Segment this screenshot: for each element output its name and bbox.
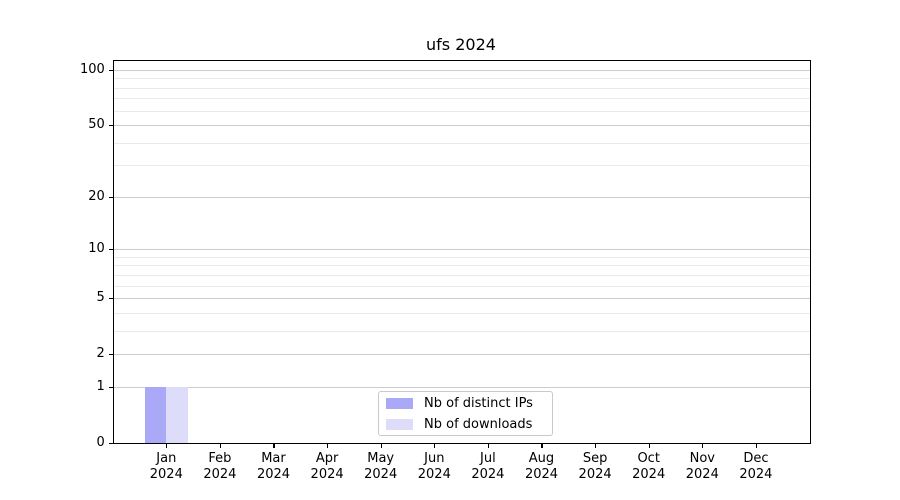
x-tick-month: Dec bbox=[743, 450, 769, 466]
x-tick-label: Dec 2024 bbox=[724, 451, 788, 483]
legend-label: Nb of distinct IPs bbox=[424, 395, 533, 411]
x-tick-month: Jan bbox=[156, 450, 177, 466]
minor-gridline bbox=[113, 165, 810, 167]
x-tick-year: 2024 bbox=[149, 466, 183, 482]
y-tick-mark bbox=[108, 248, 114, 251]
chart-title: ufs 2024 bbox=[426, 35, 496, 54]
minor-gridline bbox=[113, 285, 810, 287]
y-tick-mark bbox=[108, 196, 114, 198]
x-tick-label: Jan 2024 bbox=[134, 451, 198, 483]
x-tick-label: Sep 2024 bbox=[563, 451, 627, 483]
x-tick-label: Jun 2024 bbox=[402, 451, 466, 483]
minor-gridline bbox=[113, 110, 810, 112]
y-tick-label: 2 bbox=[96, 346, 105, 361]
x-tick-label: Jul 2024 bbox=[456, 451, 520, 483]
x-tick-year: 2024 bbox=[685, 466, 719, 482]
legend-swatch bbox=[386, 397, 413, 409]
x-tick-year: 2024 bbox=[256, 466, 291, 482]
major-gridline bbox=[113, 248, 810, 250]
y-tick-mark bbox=[108, 442, 114, 444]
y-tick-label: 0 bbox=[96, 434, 105, 450]
x-tick-mark bbox=[166, 442, 168, 448]
minor-gridline bbox=[113, 87, 810, 89]
x-tick-mark bbox=[380, 442, 382, 448]
plot-area: 100 50 20 10 5 2 1 0 Jan 2024 Feb 2024 Mar 2024 Apr 202… bbox=[80, 59, 811, 482]
x-tick-label: Nov 2024 bbox=[670, 451, 734, 483]
y-tick-label: 100 bbox=[79, 61, 105, 77]
y-tick-label: 20 bbox=[88, 188, 105, 204]
x-tick-year: 2024 bbox=[471, 466, 505, 482]
x-tick-year: 2024 bbox=[578, 466, 612, 482]
legend: Nb of distinct IPs Nb of downloads bbox=[378, 391, 553, 436]
x-tick-month: Aug bbox=[528, 450, 555, 466]
x-tick-month: Nov bbox=[689, 450, 715, 466]
x-tick-month: Mar bbox=[261, 450, 286, 466]
x-tick-year: 2024 bbox=[739, 466, 773, 482]
major-gridline bbox=[113, 69, 810, 71]
x-tick-mark bbox=[273, 442, 275, 448]
x-tick-label: Aug 2024 bbox=[509, 451, 573, 483]
major-gridline bbox=[113, 354, 810, 355]
x-tick-mark bbox=[595, 442, 597, 448]
legend-label: Nb of downloads bbox=[424, 416, 533, 432]
x-tick-mark bbox=[541, 442, 543, 448]
x-tick-year: 2024 bbox=[417, 466, 451, 482]
x-tick-year: 2024 bbox=[524, 466, 559, 482]
minor-gridline bbox=[113, 330, 810, 332]
x-tick-mark bbox=[648, 442, 650, 448]
x-tick-month: Jun bbox=[424, 450, 445, 466]
minor-gridline bbox=[113, 142, 810, 144]
x-tick-label: Mar 2024 bbox=[241, 451, 305, 483]
x-tick-month: Oct bbox=[637, 450, 660, 466]
y-tick-mark bbox=[108, 386, 114, 388]
legend-item: Nb of distinct IPs bbox=[386, 394, 552, 412]
x-tick-month: Jul bbox=[480, 450, 496, 466]
minor-gridline bbox=[113, 78, 810, 80]
y-tick-mark bbox=[108, 69, 114, 71]
x-tick-year: 2024 bbox=[632, 466, 666, 482]
minor-gridline bbox=[113, 98, 810, 100]
y-tick-label: 10 bbox=[88, 240, 105, 256]
x-tick-label: Oct 2024 bbox=[617, 451, 681, 483]
x-tick-month: Sep bbox=[582, 450, 608, 466]
major-gridline bbox=[113, 125, 810, 127]
x-tick-month: Feb bbox=[208, 450, 232, 466]
legend-item: Nb of downloads bbox=[386, 415, 552, 433]
major-gridline bbox=[113, 297, 810, 299]
minor-gridline bbox=[113, 274, 810, 276]
x-tick-mark bbox=[434, 442, 436, 448]
legend-swatch bbox=[386, 418, 413, 430]
bar bbox=[144, 386, 167, 443]
minor-gridline bbox=[113, 265, 810, 267]
x-tick-month: Apr bbox=[315, 450, 339, 466]
x-tick-mark bbox=[487, 442, 490, 448]
x-tick-year: 2024 bbox=[310, 466, 344, 482]
x-tick-label: Apr 2024 bbox=[295, 451, 359, 483]
y-tick-mark bbox=[108, 125, 114, 127]
y-tick-label: 50 bbox=[88, 117, 105, 133]
x-tick-mark bbox=[327, 442, 329, 448]
x-tick-year: 2024 bbox=[203, 466, 237, 482]
x-tick-label: May 2024 bbox=[349, 451, 413, 483]
minor-gridline bbox=[113, 256, 810, 258]
major-gridline bbox=[113, 386, 810, 388]
y-tick-label: 5 bbox=[96, 289, 105, 305]
x-tick-month: May bbox=[367, 450, 395, 466]
y-tick-label: 1 bbox=[96, 378, 105, 394]
minor-gridline bbox=[113, 312, 810, 314]
x-tick-label: Feb 2024 bbox=[188, 451, 252, 483]
y-tick-mark bbox=[108, 354, 114, 356]
x-tick-mark bbox=[702, 442, 704, 448]
x-tick-mark bbox=[219, 442, 222, 448]
y-tick-mark bbox=[108, 297, 114, 300]
major-gridline bbox=[113, 196, 810, 198]
x-tick-year: 2024 bbox=[364, 466, 398, 482]
bar bbox=[166, 386, 188, 443]
x-tick-mark bbox=[755, 442, 758, 448]
